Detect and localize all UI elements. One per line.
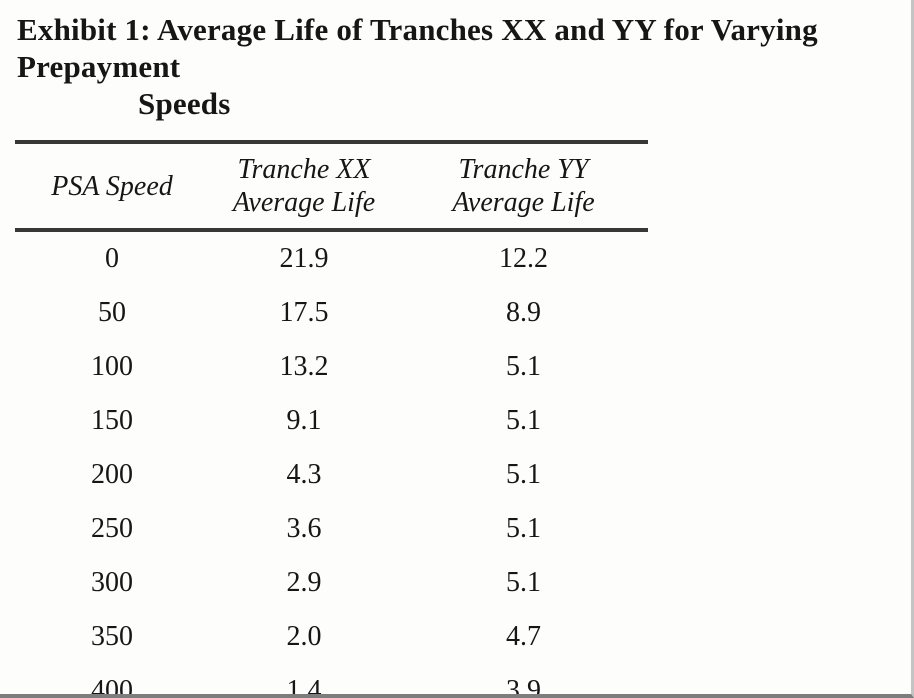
col-header-tranche-xx-line2: Average Life xyxy=(232,187,376,218)
table-row: 350 2.0 4.7 xyxy=(15,610,648,664)
col-header-tranche-xx-line1: Tranche XX xyxy=(237,154,371,185)
cell-psa-speed: 0 xyxy=(105,243,119,274)
cell-tranche-xx: 1.4 xyxy=(286,675,322,698)
cell-tranche-yy: 3.9 xyxy=(506,675,541,698)
cell-tranche-xx: 21.9 xyxy=(279,243,329,274)
col-header-psa-speed-label: PSA Speed xyxy=(51,170,173,202)
cell-tranche-xx: 9.1 xyxy=(286,405,322,436)
cell-psa-speed: 100 xyxy=(91,351,133,382)
exhibit-title-text: Average Life of Tranches XX and YY for V… xyxy=(17,12,818,84)
exhibit-title-line1: Exhibit 1: Average Life of Tranches XX a… xyxy=(17,11,903,85)
exhibit-table: PSA Speed Tranche XX Average Life Tranch… xyxy=(15,140,648,698)
table-row: 50 17.5 8.9 xyxy=(15,286,648,340)
cell-tranche-yy: 5.1 xyxy=(506,351,541,382)
cell-tranche-xx: 13.2 xyxy=(279,351,329,382)
cell-psa-speed: 50 xyxy=(98,297,126,328)
cell-tranche-yy: 12.2 xyxy=(499,243,548,274)
cell-tranche-xx: 4.3 xyxy=(286,459,322,490)
table-row: 100 13.2 5.1 xyxy=(15,340,648,394)
cell-psa-speed: 400 xyxy=(91,675,133,698)
cell-tranche-yy: 5.1 xyxy=(506,459,541,490)
table-row: 0 21.9 12.2 xyxy=(15,230,648,286)
exhibit-title: Exhibit 1: Average Life of Tranches XX a… xyxy=(0,0,911,122)
cell-tranche-yy: 8.9 xyxy=(506,297,541,328)
cell-tranche-xx: 2.0 xyxy=(286,621,322,652)
cell-psa-speed: 200 xyxy=(91,459,133,490)
cell-tranche-yy: 4.7 xyxy=(506,621,541,652)
table-row: 200 4.3 5.1 xyxy=(15,448,648,502)
exhibit-title-line2: Speeds xyxy=(138,86,231,121)
col-header-tranche-yy-line1: Tranche YY xyxy=(458,154,589,185)
cell-tranche-xx: 2.9 xyxy=(286,567,322,598)
cell-tranche-xx: 17.5 xyxy=(279,297,329,328)
table-row: 300 2.9 5.1 xyxy=(15,556,648,610)
cell-psa-speed: 350 xyxy=(91,621,133,652)
exhibit-label: Exhibit 1: xyxy=(17,12,151,47)
table-row: 400 1.4 3.9 xyxy=(15,664,648,698)
table-row: 150 9.1 5.1 xyxy=(15,394,648,448)
cell-psa-speed: 150 xyxy=(91,405,133,436)
cell-psa-speed: 300 xyxy=(91,567,133,598)
cell-tranche-xx: 3.6 xyxy=(286,513,322,544)
table-row: 250 3.6 5.1 xyxy=(15,502,648,556)
col-header-tranche-xx: Tranche XX Average Life xyxy=(209,140,399,232)
table-header-row: PSA Speed Tranche XX Average Life Tranch… xyxy=(15,140,648,232)
col-header-tranche-yy-line2: Average Life xyxy=(452,187,595,218)
col-header-psa-speed: PSA Speed xyxy=(15,140,209,232)
cell-tranche-yy: 5.1 xyxy=(506,513,541,544)
cell-tranche-yy: 5.1 xyxy=(506,405,541,436)
cell-tranche-yy: 5.1 xyxy=(506,567,541,598)
col-header-tranche-yy: Tranche YY Average Life xyxy=(399,140,648,232)
cell-psa-speed: 250 xyxy=(91,513,133,544)
